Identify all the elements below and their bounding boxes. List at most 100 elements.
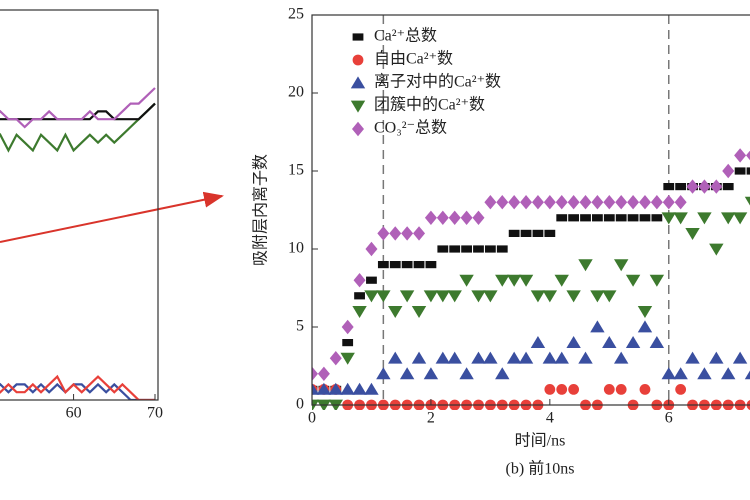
plot-area [0, 87, 156, 400]
data-point [472, 210, 485, 225]
data-point [709, 243, 724, 256]
x-tick-label: 6 [665, 410, 673, 427]
data-point [555, 195, 568, 210]
y-tick-label: 25 [288, 6, 304, 23]
y-axis-label: 吸附层内离子数 [252, 154, 270, 266]
data-point [496, 245, 508, 253]
data-point [627, 214, 639, 222]
data-point [649, 336, 665, 348]
data-point [580, 214, 591, 222]
data-point [590, 320, 605, 333]
data-point [530, 336, 546, 348]
legend-marker [352, 33, 364, 41]
data-line [0, 102, 156, 121]
data-line [0, 102, 156, 153]
data-point [364, 290, 379, 303]
data-point [732, 212, 748, 225]
data-point [554, 274, 569, 287]
data-point [460, 210, 473, 225]
data-point [377, 226, 390, 241]
data-point [661, 367, 676, 380]
data-point [399, 290, 415, 303]
y-tick-label: 10 [288, 240, 304, 257]
data-point [389, 261, 401, 269]
data-point [364, 382, 379, 395]
data-point [602, 336, 617, 348]
data-point [312, 382, 320, 395]
data-point [448, 210, 461, 225]
data-point [447, 290, 462, 303]
data-point [340, 352, 355, 365]
data-point [483, 351, 498, 364]
data-point [484, 195, 497, 210]
data-point [673, 367, 688, 380]
data-point [602, 290, 617, 303]
x-axis-label: 时间/ns [515, 432, 566, 450]
x-tick-label: 60 [66, 405, 82, 422]
data-point [603, 384, 615, 395]
data-point [471, 351, 486, 364]
y-tick-label: 15 [288, 162, 304, 179]
data-point [721, 367, 736, 380]
data-point [542, 351, 558, 364]
data-point [590, 290, 605, 303]
data-point [436, 210, 449, 225]
data-point [531, 195, 544, 210]
data-line [0, 87, 156, 129]
plot-frame [0, 9, 159, 401]
data-point [329, 351, 342, 366]
data-point [366, 276, 377, 284]
data-point [673, 212, 688, 225]
data-point [566, 336, 581, 348]
data-point [567, 195, 580, 210]
data-point [615, 384, 627, 395]
data-point [437, 245, 449, 253]
data-point [377, 261, 389, 269]
plot-frame [311, 14, 750, 406]
data-point [352, 306, 367, 318]
data-point [592, 214, 603, 222]
y-tick-label: 5 [296, 318, 304, 335]
data-point [744, 370, 750, 380]
data-point [413, 261, 425, 269]
data-point [722, 183, 734, 191]
data-point [425, 261, 437, 269]
data-point [639, 214, 651, 222]
legend-marker [352, 121, 364, 137]
legend-label: 团簇中的Ca²⁺数 [374, 96, 485, 114]
data-point [542, 290, 558, 303]
data-point [495, 367, 510, 380]
data-point [508, 195, 521, 210]
data-point [435, 351, 451, 364]
x-tick-label: 70 [147, 405, 163, 422]
data-point [328, 382, 343, 395]
data-point [447, 351, 462, 364]
data-point [556, 214, 568, 222]
data-point [615, 214, 627, 222]
plot-area [312, 15, 750, 410]
data-point [732, 351, 748, 364]
data-point [423, 367, 439, 380]
data-point [554, 351, 569, 364]
data-point [423, 290, 439, 303]
data-point [496, 195, 509, 210]
data-point [459, 367, 474, 380]
data-point [376, 290, 391, 303]
data-point [353, 273, 366, 288]
data-point [568, 214, 580, 222]
data-point [578, 259, 593, 272]
data-point [424, 210, 437, 225]
legend-label: CO₃²⁻总数 [374, 119, 447, 137]
data-point [518, 274, 534, 287]
data-point [473, 245, 484, 253]
data-point [697, 212, 712, 225]
data-point [508, 229, 520, 237]
data-point [317, 366, 330, 381]
data-point [316, 382, 332, 395]
data-point [591, 195, 604, 210]
data-point [710, 179, 723, 194]
data-point [637, 320, 653, 333]
data-point [506, 274, 522, 287]
legend-marker [352, 54, 364, 66]
data-point [543, 195, 556, 210]
